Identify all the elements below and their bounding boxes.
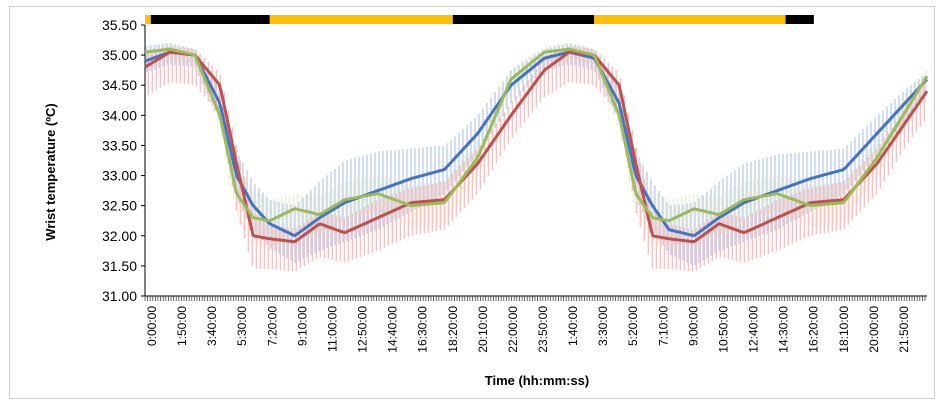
x-tick-label: 18:20:00	[446, 306, 460, 353]
y-tick-label: 34.00	[102, 107, 137, 123]
x-tick-label: 3:30:00	[596, 306, 610, 346]
series-lines	[144, 47, 929, 244]
bar-segment-dark-3	[452, 15, 595, 24]
y-tick-label: 33.50	[102, 137, 137, 153]
series-line-0	[144, 50, 929, 238]
x-tick-label: 21:50:00	[897, 306, 911, 353]
x-tick-label: 9:00:00	[686, 306, 700, 346]
y-tick-label: 33.00	[102, 168, 137, 184]
x-tick-label: 22:00:00	[506, 306, 520, 353]
y-axis-label: Wrist temperature (ºC)	[43, 103, 58, 240]
x-tick-label: 11:00:00	[326, 306, 340, 352]
y-tick-label: 32.00	[102, 228, 137, 244]
x-tick-label: 5:30:00	[235, 306, 249, 346]
x-tick-label: 16:30:00	[416, 306, 430, 353]
x-tick-label: 1:40:00	[566, 306, 580, 346]
x-tick-label: 23:50:00	[536, 306, 550, 353]
x-tick-labels: 0:00:00 1:50:00 3:40:00 5:30:00 7:20:00 9:10:…	[145, 306, 911, 353]
x-tick-label: 12:40:00	[747, 306, 761, 353]
bar-segment-light-2	[269, 15, 453, 24]
axes	[141, 24, 927, 301]
x-tick-label: 0:00:00	[145, 306, 159, 346]
y-tick-label: 35.50	[102, 17, 137, 33]
x-tick-label: 12:50:00	[356, 306, 370, 353]
series-line-2	[144, 47, 929, 223]
light-dark-bar	[145, 15, 814, 24]
x-axis-label: Time (hh:mm:ss)	[485, 373, 590, 388]
bar-segment-light-0	[145, 15, 151, 24]
x-tick-label: 5:20:00	[626, 306, 640, 346]
series-line-1	[144, 50, 929, 244]
bar-segment-dark-5	[785, 15, 814, 24]
y-tick-label: 31.00	[102, 288, 137, 304]
x-tick-label: 14:40:00	[386, 306, 400, 353]
x-tick-label: 3:40:00	[205, 306, 219, 346]
y-tick-label: 34.50	[102, 77, 137, 93]
y-tick-label: 32.50	[102, 198, 137, 214]
x-tick-label: 16:20:00	[807, 306, 821, 353]
y-tick-label: 31.50	[102, 258, 137, 274]
x-tick-label: 20:00:00	[867, 306, 881, 353]
x-tick-label: 20:10:00	[476, 306, 490, 353]
x-tick-label: 9:10:00	[295, 306, 309, 346]
x-minor-ticks	[144, 296, 926, 301]
x-tick-label: 18:10:00	[837, 306, 851, 353]
x-tick-label: 7:10:00	[656, 306, 670, 346]
bar-segment-light-4	[594, 15, 786, 24]
y-tick-label: 35.00	[102, 47, 137, 63]
x-tick-label: 10:50:00	[717, 306, 731, 353]
bar-segment-dark-1	[150, 15, 270, 24]
x-tick-label: 1:50:00	[175, 306, 189, 346]
x-tick-label: 14:30:00	[777, 306, 791, 353]
x-tick-label: 7:20:00	[265, 306, 279, 346]
y-tick-labels: 35.50 35.00 34.50 34.00 33.50 33.00 32.50 32.00…	[102, 17, 137, 304]
